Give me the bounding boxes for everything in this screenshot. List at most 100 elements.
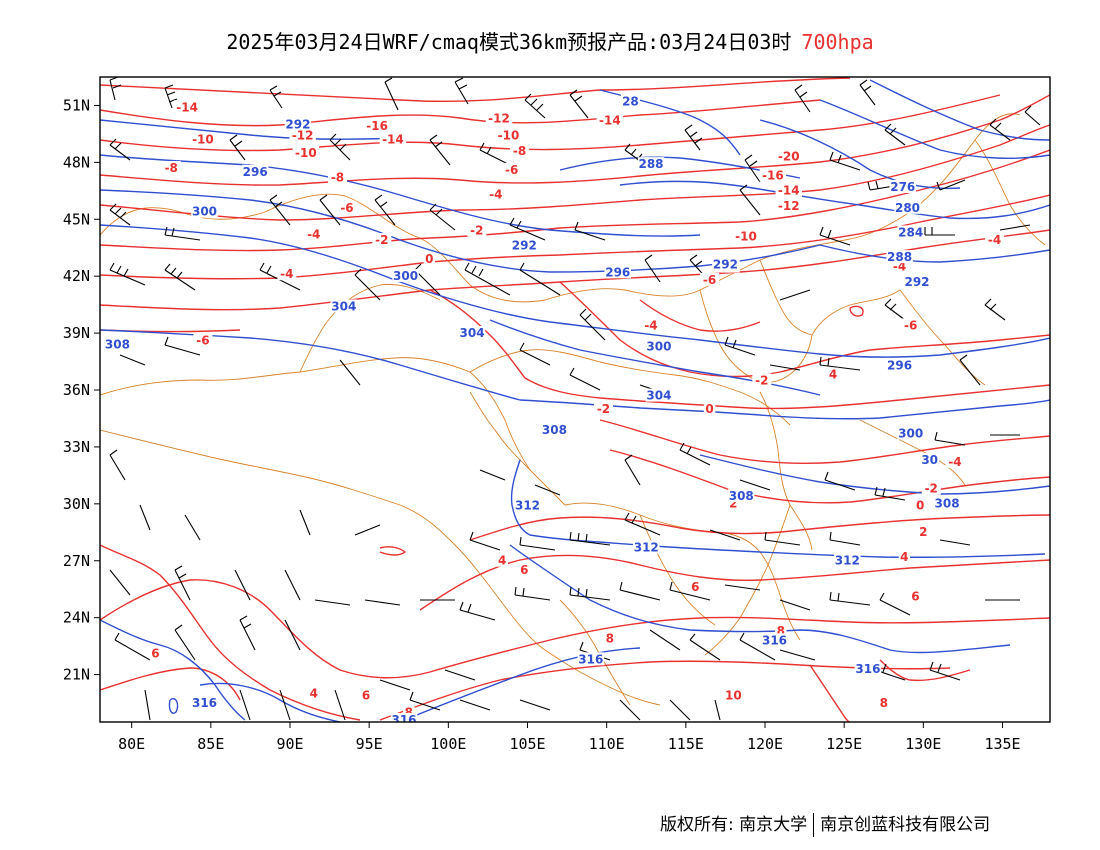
map-frame [99,76,1051,723]
height-label-bg [191,204,218,218]
temperature-label-bg [878,695,890,709]
temperature-label-bg [277,267,297,281]
temperature-label-bg [510,143,530,157]
temperature-label: -4 [280,267,293,281]
height-label-bg [834,553,861,567]
height-label-bg [241,164,269,178]
temperature-label-bg [337,200,357,214]
temperature-label: -2 [755,373,768,387]
height-label: 296 [887,358,912,372]
temperature-label: -14 [778,184,800,198]
temperature-label: -2 [597,402,610,416]
temperature-label: -10 [295,146,317,160]
temperature-label-bg [921,481,941,495]
height-label: 304 [646,389,671,403]
temperature-label: 6 [691,580,699,594]
temperature-label-bg [775,183,802,197]
temperature-labels: -14-10-8-12-10-8-16-14-6-4 -20-4-6-12-10-… [149,100,1005,719]
height-label: 284 [898,225,923,239]
lon-label: 130E [905,735,941,753]
temperature-label-bg [518,563,531,577]
lon-label: 95E [356,735,383,753]
temperature-label-bg [700,272,720,286]
height-label: 292 [713,258,738,272]
height-label: 308 [729,489,754,503]
height-label-bg [886,358,913,372]
height-label-bg [620,94,640,108]
height-label-bg [897,426,924,440]
height-label-bg [897,225,924,239]
lon-label: 85E [197,735,224,753]
temperature-label-bg [985,233,1005,247]
temperature-label: 0 [425,252,433,266]
height-label-bg [761,633,788,647]
boundary-lines [100,113,1046,706]
height-label: 312 [634,540,659,554]
temperature-label: 8 [777,624,785,638]
lat-label: 30N [63,495,90,513]
temperature-label: 0 [705,402,713,416]
temperature-label-bg [289,128,316,142]
height-label-bg [541,422,568,436]
lat-label: 27N [63,552,90,570]
height-label-bg [514,498,541,512]
temperature-label-bg [495,128,522,142]
temperature-label-bg [914,498,926,512]
height-label-bg [637,157,665,171]
temperature-label: 8 [606,631,614,645]
height-label: 288 [887,250,912,264]
temperature-label: -10 [735,229,757,243]
temperature-label-bg [304,227,324,241]
temperature-label: -4 [948,455,961,469]
temperature-label: -16 [762,169,784,183]
height-label: 308 [935,497,960,511]
temperature-label: 6 [151,647,159,661]
temperature-label-bg [308,686,320,700]
temperature-label: -6 [196,334,209,348]
height-label: 316 [192,696,217,710]
temperature-label: -8 [165,161,178,175]
height-label-bg [645,339,673,353]
temperature-label-bg [328,170,347,184]
height-label: 308 [542,423,567,437]
temperature-label: 6 [520,563,528,577]
lon-label: 135E [984,735,1020,753]
height-label: 300 [393,269,418,283]
height-label: 292 [285,117,310,131]
temperature-label-bg [604,631,616,645]
height-label: 30 [921,453,938,467]
temperature-label-bg [379,132,407,146]
latitude-labels: 51N 48N 45N 42N 39N 36N 33N 30N 27N 24N 21N [63,96,90,683]
temperature-label: 8 [405,705,413,719]
temperature-label: 4 [498,554,506,568]
height-label: 292 [512,239,537,253]
temperature-label-bg [423,252,436,266]
temperature-label: -14 [382,133,404,147]
height-label: 296 [243,165,268,179]
temperature-label: 2 [729,497,737,511]
height-label-bg [191,695,218,709]
lon-label: 80E [118,735,145,753]
copyright-footer: 版权所有: 南京大学 南京创蓝科技有限公司 [660,810,990,837]
temperature-label-bg [485,111,513,125]
temperature-label: -12 [778,199,800,213]
height-label: 300 [898,427,923,441]
temperature-label: -8 [331,170,344,184]
temperature-label-bg [945,455,965,468]
height-label-bg [390,713,418,722]
temperature-label-bg [467,223,487,237]
temperature-label-bg [372,233,392,247]
temperature-label-bg [502,162,522,176]
temperature-label: -6 [340,201,353,215]
temperature-label-bg [775,149,802,163]
lon-label: 100E [430,735,466,753]
temperature-label: 4 [829,368,837,382]
temperature-label-bg [759,168,787,182]
height-label: 296 [605,265,630,279]
longitude-labels: 80E 85E 90E 95E 100E 105E 110E 115E 120E 125E 130E… [118,735,1020,753]
temperature-label-bg [689,580,702,594]
temperature-label-bg [193,333,213,347]
temperature-label: 6 [911,590,919,604]
lon-label: 115E [668,735,704,753]
